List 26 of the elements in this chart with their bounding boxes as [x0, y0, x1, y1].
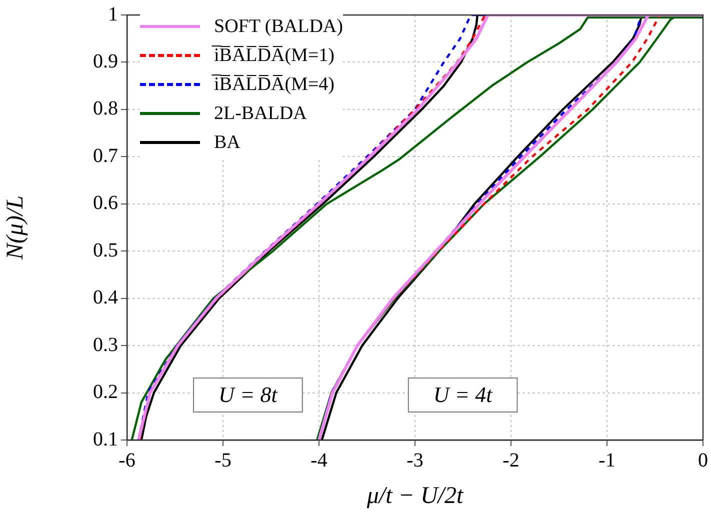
annotation: U = 4t — [433, 382, 494, 407]
x-tick-label: -2 — [502, 449, 520, 472]
y-tick-label: 0.8 — [93, 98, 118, 120]
x-tick-label: -6 — [118, 449, 136, 472]
y-tick-label: 0.9 — [93, 50, 118, 72]
x-tick-label: -5 — [214, 449, 232, 472]
x-tick-label: -1 — [598, 449, 616, 472]
y-tick-label: 0.2 — [93, 381, 118, 404]
legend-label: SOFT (BALDA) — [214, 15, 343, 39]
y-tick-label: 0.1 — [93, 428, 118, 450]
x-tick-label: -4 — [310, 449, 328, 472]
x-axis-title: μ/t − U/2t — [366, 482, 464, 509]
y-tick-label: 0.6 — [93, 192, 118, 214]
y-tick-label: 0.7 — [93, 144, 118, 167]
annotation: U = 8t — [218, 382, 278, 407]
legend-label: i̅B̅A̅L̅D̅A̅(M=1) — [214, 44, 334, 68]
y-tick-label: 0.3 — [93, 334, 118, 356]
x-tick-label: 0 — [698, 449, 708, 472]
legend-label: 2L-BALDA — [214, 102, 307, 126]
x-tick-label: -3 — [406, 449, 424, 472]
y-tick-label: 0.5 — [93, 239, 118, 262]
y-tick-label: 0.4 — [93, 286, 118, 309]
y-axis-title: N(μ)/L — [2, 195, 29, 261]
legend-label: i̅B̅A̅L̅D̅A̅(M=4) — [214, 73, 334, 97]
y-tick-label: 1 — [108, 3, 118, 26]
legend-label: BA — [214, 131, 240, 155]
